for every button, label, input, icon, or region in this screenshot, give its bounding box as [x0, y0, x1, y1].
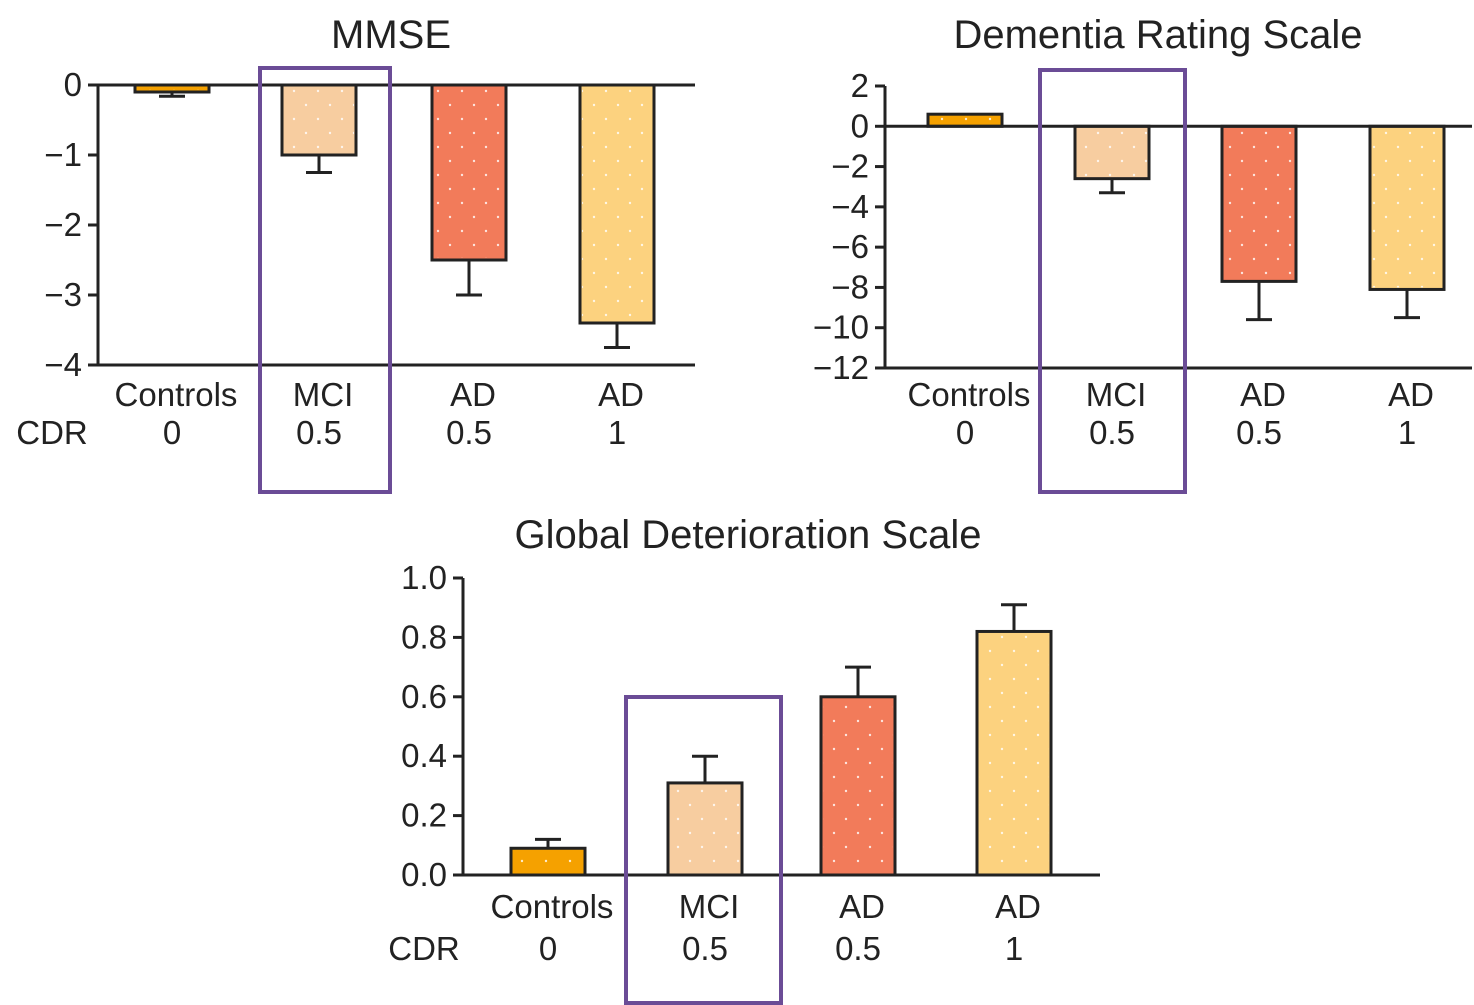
bar-texture: [434, 87, 504, 258]
cdr-value-label: 0: [539, 930, 557, 967]
chart-title: MMSE: [331, 13, 451, 57]
cdr-value-label: 1: [608, 414, 626, 451]
chart-title: Global Deterioration Scale: [515, 513, 982, 557]
category-label: AD: [839, 888, 885, 925]
highlight-box: [1038, 68, 1187, 494]
y-tick-label: 0.4: [401, 737, 447, 774]
category-label: MCI: [293, 376, 354, 413]
cdr-value-label: 0.5: [682, 930, 728, 967]
bar-texture: [930, 116, 1000, 125]
cdr-value-label: 0: [956, 414, 974, 451]
category-label: AD: [598, 376, 644, 413]
y-tick-label: 0.6: [401, 678, 447, 715]
bar-texture: [1372, 128, 1442, 288]
y-tick-label: 0.0: [401, 856, 447, 893]
global-deterioration-scale-chart: Global Deterioration Scale CDR 0.0 0.2 0.4…: [388, 513, 1100, 1005]
y-tick-label: −1: [44, 136, 82, 173]
bar-texture: [284, 87, 354, 153]
highlight-box: [624, 695, 783, 1005]
y-tick-label: −6: [831, 228, 869, 265]
cdr-value-label: 1: [1005, 930, 1023, 967]
y-tick-label: 2: [851, 67, 869, 104]
bar-texture: [823, 698, 893, 873]
y-tick-label: 0.2: [401, 797, 447, 834]
bar-texture: [137, 87, 207, 90]
y-tick-label: 0.8: [401, 618, 447, 655]
cdr-label: CDR: [388, 930, 460, 967]
cdr-value-label: 0.5: [1236, 414, 1282, 451]
y-tick-label: 1.0: [401, 559, 447, 596]
y-tick-label: −8: [831, 268, 869, 305]
chart-title: Dementia Rating Scale: [953, 13, 1362, 57]
cdr-value-label: 0: [163, 414, 181, 451]
category-label: AD: [1388, 376, 1434, 413]
category-label: Controls: [491, 888, 614, 925]
category-label: AD: [995, 888, 1041, 925]
category-label: Controls: [908, 376, 1031, 413]
cdr-value-label: 0.5: [446, 414, 492, 451]
dementia-rating-scale-chart: Dementia Rating Scale 20−2−4−6−8−10−12Co…: [813, 13, 1472, 494]
y-tick-label: −2: [831, 148, 869, 185]
cdr-value-label: 1: [1398, 414, 1416, 451]
mmse-chart: MMSE CDR 0−1−2−3−4Controls0MCI0.5AD0.5AD…: [16, 13, 695, 494]
y-tick-label: −4: [831, 188, 869, 225]
category-label: AD: [450, 376, 496, 413]
category-label: Controls: [115, 376, 238, 413]
bar-texture: [513, 850, 583, 873]
y-tick-label: 0: [64, 66, 82, 103]
cdr-value-label: 0.5: [835, 930, 881, 967]
y-tick-label: 0: [851, 107, 869, 144]
category-label: MCI: [679, 888, 740, 925]
bar-texture: [670, 784, 740, 873]
category-label: MCI: [1086, 376, 1147, 413]
bar-texture: [1224, 128, 1294, 280]
y-tick-label: −10: [813, 309, 869, 346]
bar-texture: [582, 87, 652, 321]
y-tick-label: −12: [813, 349, 869, 386]
cdr-value-label: 0.5: [1089, 414, 1135, 451]
cdr-value-label: 0.5: [296, 414, 342, 451]
y-tick-label: −4: [44, 346, 82, 383]
cdr-label: CDR: [16, 414, 88, 451]
bar-texture: [979, 633, 1049, 873]
y-tick-label: −2: [44, 206, 82, 243]
category-label: AD: [1240, 376, 1286, 413]
bar-texture: [1077, 128, 1147, 177]
highlight-box: [258, 66, 392, 494]
y-tick-label: −3: [44, 276, 82, 313]
